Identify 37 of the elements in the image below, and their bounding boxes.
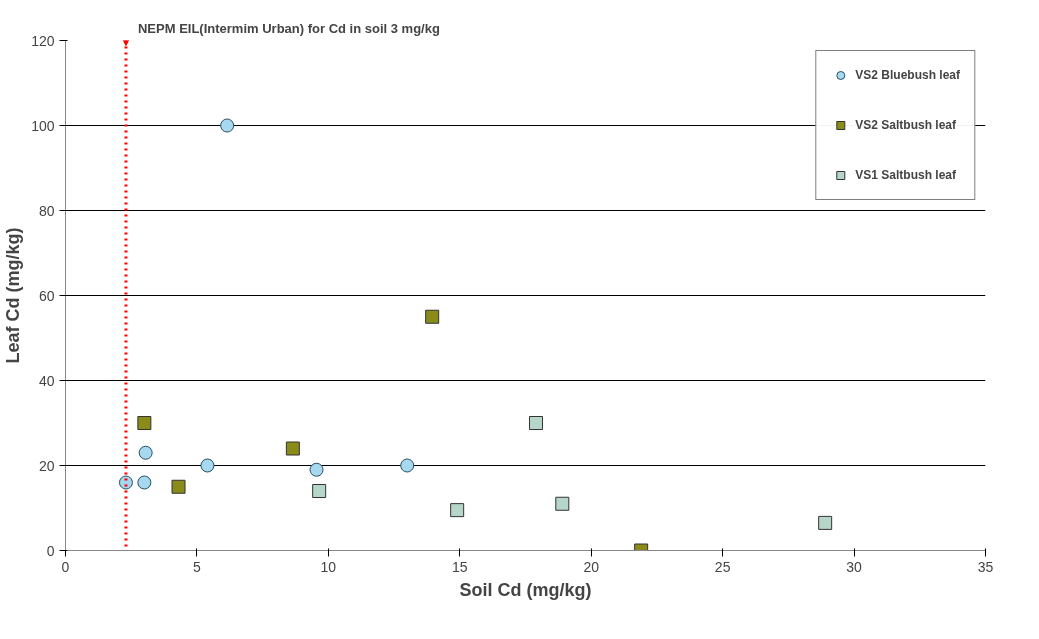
y-tick-label: 0: [46, 542, 55, 559]
point: [309, 462, 324, 477]
x-tick-label: 20: [583, 558, 600, 575]
point: [137, 416, 152, 430]
point: [138, 445, 153, 460]
legend-label: VS2 Bluebush leaf: [855, 68, 960, 82]
x-tick-label: 35: [977, 558, 994, 575]
x-tick-label: 30: [846, 558, 863, 575]
point: [118, 475, 133, 490]
x-tick-label: 15: [452, 558, 468, 575]
y-tick-label: 20: [38, 457, 55, 474]
x-tick-label: 25: [714, 558, 731, 575]
point: [425, 309, 440, 324]
y-tick-label: 80: [38, 202, 55, 219]
point: [312, 484, 327, 498]
y-tick-label: 60: [38, 287, 55, 304]
y-tick-label: 40: [38, 372, 55, 389]
point: [171, 479, 186, 494]
y-tick-label: 120: [31, 32, 55, 49]
point: [450, 503, 465, 518]
annotation: NEPM EIL(Intermim Urban) for Cd in soil 3 mg/kg: [137, 20, 440, 36]
legend-label: VS2 Saltbush leaf: [855, 118, 956, 132]
point: [818, 515, 833, 530]
y-axis-title: Leaf Cd (mg/kg): [3, 227, 24, 364]
x-axis-title: Soil Cd (mg/kg): [459, 579, 592, 600]
point: [529, 416, 544, 430]
point: [200, 458, 215, 473]
point: [285, 441, 300, 456]
x-tick-label: 0: [61, 558, 70, 575]
point: [555, 496, 570, 511]
point: [220, 118, 235, 133]
x-tick-label: 5: [193, 558, 202, 575]
x-tick-label: 10: [320, 558, 337, 575]
point: [137, 475, 152, 490]
y-tick-label: 100: [31, 117, 55, 134]
point: [400, 458, 415, 473]
legend-label: VS1 Saltbush leaf: [855, 168, 956, 182]
